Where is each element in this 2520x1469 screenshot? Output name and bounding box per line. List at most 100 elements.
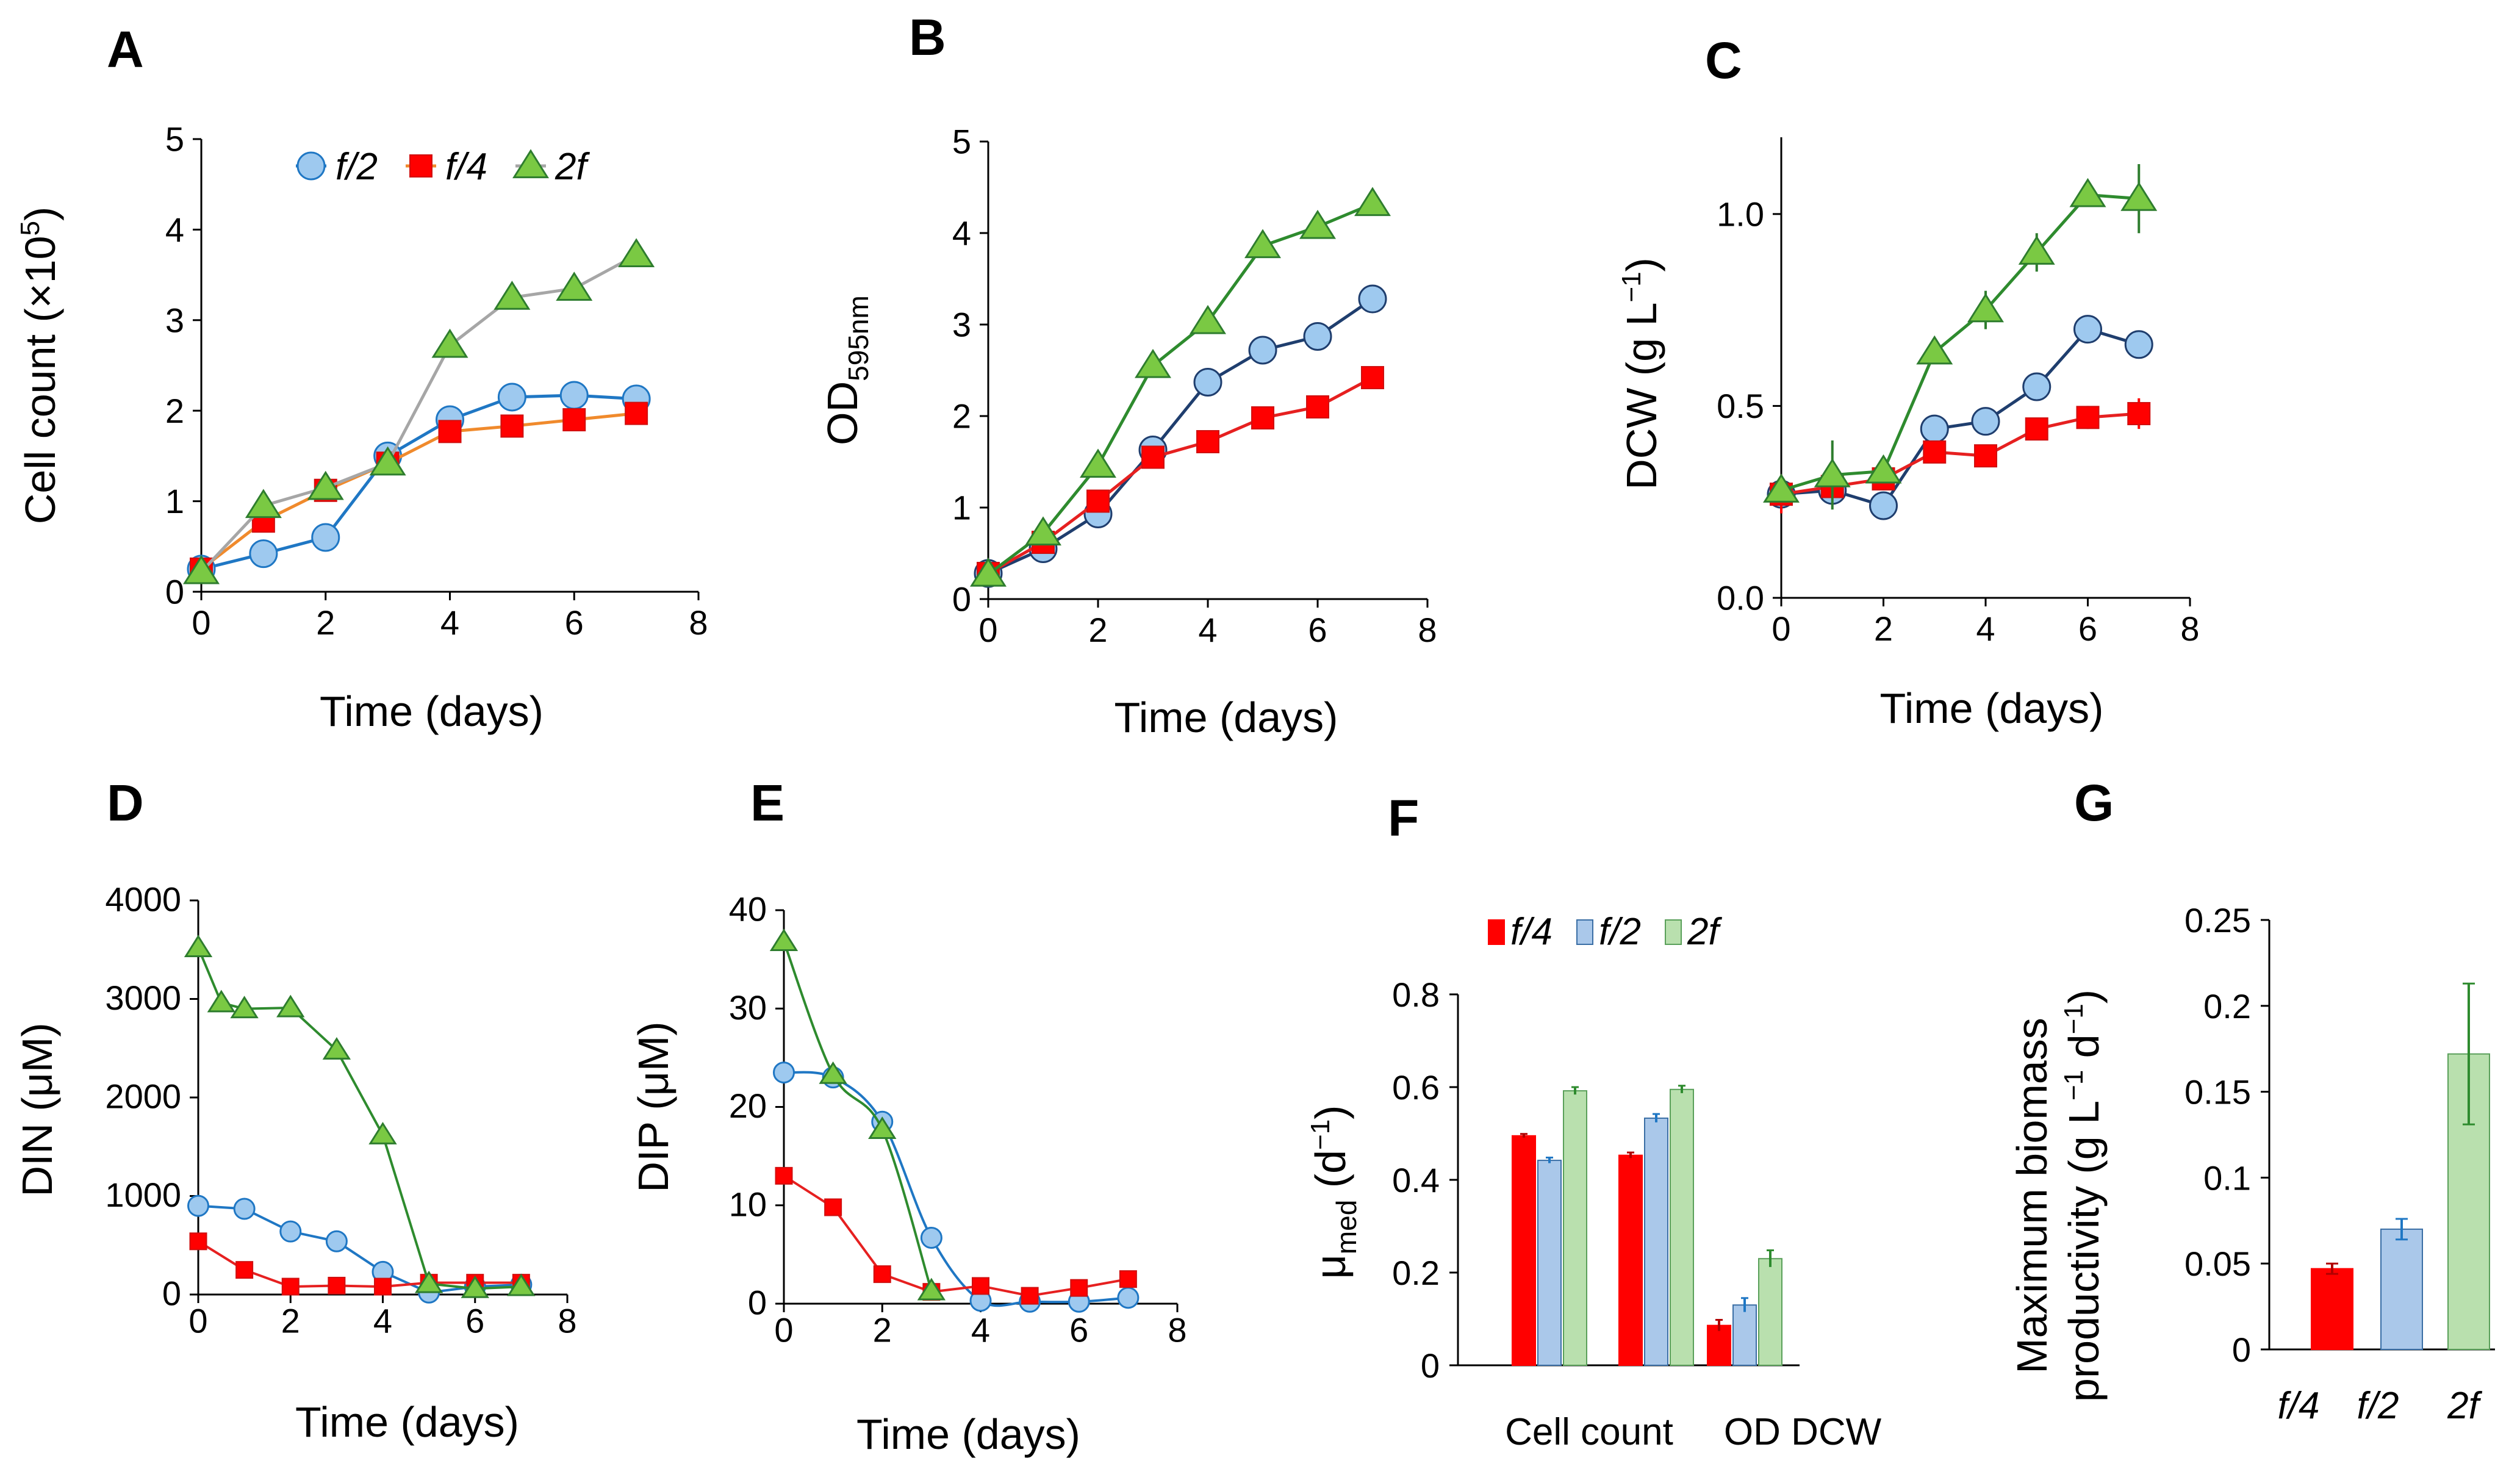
chart-a-x-tick-label: 6 bbox=[565, 603, 584, 642]
chart-f-y-axis-label-unit: (d bbox=[1307, 1150, 1354, 1200]
chart-f-legend-label-f/4: f/4 bbox=[1510, 911, 1553, 953]
chart-b-point-2f bbox=[970, 557, 1007, 587]
chart-a-point-2f bbox=[369, 446, 406, 476]
chart-b-y-axis-label-sub: 595nm bbox=[842, 295, 874, 381]
chart-b-series-line-2f bbox=[987, 202, 1373, 576]
chart-c-point-f/2 bbox=[1971, 407, 2000, 436]
chart-a-y-axis-label-sup: 5 bbox=[15, 221, 45, 235]
chart-e-dip: 0 10 20 30 40 0 2 4 6 8 Time (days) DIP (μM) bbox=[630, 890, 1187, 1459]
chart-c-y-axis-label: DCW (g L−1) bbox=[1617, 257, 1665, 490]
chart-a-y-tick-label: 3 bbox=[165, 301, 184, 339]
chart-d-point-2f bbox=[507, 1273, 536, 1296]
chart-b-y-axis-label-text: OD bbox=[819, 381, 866, 445]
chart-b-x-tick-label: 2 bbox=[1088, 611, 1107, 649]
chart-c-point-2f bbox=[2069, 178, 2106, 207]
chart-d-x-tick-label: 8 bbox=[558, 1302, 576, 1340]
chart-a-x-tick-label: 0 bbox=[192, 603, 210, 642]
chart-d-point-2f bbox=[230, 996, 259, 1019]
chart-a-y-tick-label: 5 bbox=[165, 120, 184, 159]
chart-c-x-tick-label: 0 bbox=[1772, 609, 1790, 648]
chart-c-point-2f bbox=[1814, 458, 1851, 487]
chart-e-series-line-2f bbox=[783, 941, 933, 1291]
chart-f-y-axis-label-sub: med bbox=[1330, 1200, 1362, 1254]
chart-d-point-2f bbox=[461, 1275, 489, 1298]
chart-d-point-2f bbox=[207, 990, 235, 1013]
chart-e-x-tick-label: 6 bbox=[1069, 1311, 1088, 1349]
chart-d-point-f/2 bbox=[233, 1198, 256, 1220]
chart-c-point-2f bbox=[2018, 235, 2055, 265]
chart-a-point-2f bbox=[183, 555, 220, 584]
chart-f-y-tick-label: 0.4 bbox=[1392, 1161, 1440, 1199]
chart-a-legend-label-f/4: f/4 bbox=[445, 146, 487, 188]
chart-g-productivity: 0 0.05 0.1 0.15 0.2 0.25 f/4 f/2 2f Maximum bioma… bbox=[2008, 901, 2495, 1427]
chart-d-x-tick-label: 4 bbox=[373, 1302, 392, 1340]
chart-c-point-2f bbox=[1916, 335, 1953, 365]
chart-b-y-tick-label: 4 bbox=[952, 214, 971, 253]
chart-f-bar-2f bbox=[1758, 1258, 1782, 1366]
chart-c-y-tick-label: 0.0 bbox=[1717, 579, 1764, 617]
chart-f-bar-f/4 bbox=[1707, 1324, 1731, 1366]
chart-e-series-line-f/2 bbox=[783, 1071, 1129, 1307]
chart-b-point-f/4 bbox=[1141, 445, 1165, 469]
chart-c-point-f/4 bbox=[1974, 444, 1997, 468]
chart-f-y-tick-label: 0.8 bbox=[1392, 975, 1440, 1014]
chart-a-y-tick-label: 2 bbox=[165, 392, 184, 430]
chart-f-y-axis-label-mu: μ bbox=[1307, 1254, 1354, 1279]
chart-c-x-tick-label: 4 bbox=[1976, 609, 1995, 648]
chart-c-point-f/2 bbox=[2073, 315, 2102, 344]
chart-f-y-axis-label-close: ) bbox=[1307, 1105, 1354, 1119]
chart-b-point-f/2 bbox=[1303, 322, 1332, 351]
chart-d-y-tick-label: 4000 bbox=[105, 880, 181, 919]
chart-a-y-axis-label-text: Cell count (×10 bbox=[16, 236, 64, 525]
chart-g-y-axis-label-line2: productivity (g L−1 d−1) bbox=[2059, 990, 2108, 1402]
chart-g-category-label-2f: 2f bbox=[2447, 1385, 2482, 1427]
chart-c-point-f/4 bbox=[2076, 406, 2100, 429]
chart-a-point-2f bbox=[307, 470, 344, 500]
chart-e-y-tick-label: 10 bbox=[729, 1185, 767, 1223]
chart-g-y-axis-label-mid: d bbox=[2060, 1034, 2108, 1069]
chart-b-point-f/4 bbox=[1196, 430, 1219, 453]
chart-d-point-f/4 bbox=[235, 1261, 254, 1279]
chart-f-legend-label-2f: 2f bbox=[1687, 911, 1722, 953]
chart-c-y-tick-label: 1.0 bbox=[1717, 195, 1764, 233]
chart-f-bar-2f bbox=[1563, 1090, 1587, 1366]
chart-f-bar-f/2 bbox=[1537, 1160, 1562, 1366]
chart-d-y-tick-label: 2000 bbox=[105, 1077, 181, 1116]
chart-a-point-f/2 bbox=[497, 383, 526, 412]
chart-c-x-tick-label: 2 bbox=[1874, 609, 1893, 648]
chart-g-y-tick-label: 0 bbox=[2232, 1331, 2251, 1369]
chart-c-point-f/2 bbox=[1920, 414, 1949, 444]
chart-c-point-2f bbox=[2120, 182, 2158, 211]
chart-a-point-f/2 bbox=[559, 381, 589, 410]
chart-d-x-tick-label: 6 bbox=[465, 1302, 484, 1340]
chart-e-point-f/2 bbox=[1117, 1287, 1140, 1309]
chart-d-x-axis-label: Time (days) bbox=[295, 1398, 519, 1446]
chart-g-bar-f/2 bbox=[2380, 1228, 2423, 1350]
chart-e-point-f/4 bbox=[972, 1277, 989, 1295]
chart-e-point-f/2 bbox=[920, 1226, 942, 1249]
chart-e-point-2f bbox=[769, 928, 799, 952]
chart-f-legend-swatch-2f bbox=[1665, 919, 1682, 945]
chart-b-x-tick-label: 8 bbox=[1418, 611, 1437, 649]
chart-b-x-tick-label: 6 bbox=[1308, 611, 1327, 649]
chart-d-point-f/2 bbox=[279, 1220, 302, 1243]
panel-label-a: A bbox=[107, 21, 144, 78]
chart-f-y-axis-label: μmed (d−1) bbox=[1305, 1105, 1362, 1279]
chart-a-point-2f bbox=[245, 489, 282, 519]
chart-e-x-tick-label: 8 bbox=[1168, 1311, 1186, 1349]
chart-e-point-f/4 bbox=[873, 1265, 891, 1284]
chart-c-point-2f bbox=[1865, 454, 1902, 484]
chart-d-point-2f bbox=[414, 1270, 443, 1293]
chart-g-y-axis-label-sup1: −1 bbox=[2059, 1070, 2089, 1101]
chart-g-y-axis-label-text: productivity (g L bbox=[2060, 1101, 2108, 1402]
chart-f-category-label: OD DCW bbox=[1724, 1411, 1882, 1453]
chart-f-category-label: Cell count bbox=[1505, 1411, 1673, 1453]
chart-c-point-2f bbox=[1763, 473, 1800, 503]
chart-e-point-f/2 bbox=[773, 1061, 795, 1084]
chart-g-y-tick-label: 0.2 bbox=[2203, 987, 2251, 1025]
chart-e-x-tick-label: 2 bbox=[873, 1311, 892, 1349]
chart-e-point-2f bbox=[917, 1277, 946, 1301]
chart-e-y-tick-label: 0 bbox=[748, 1284, 767, 1322]
